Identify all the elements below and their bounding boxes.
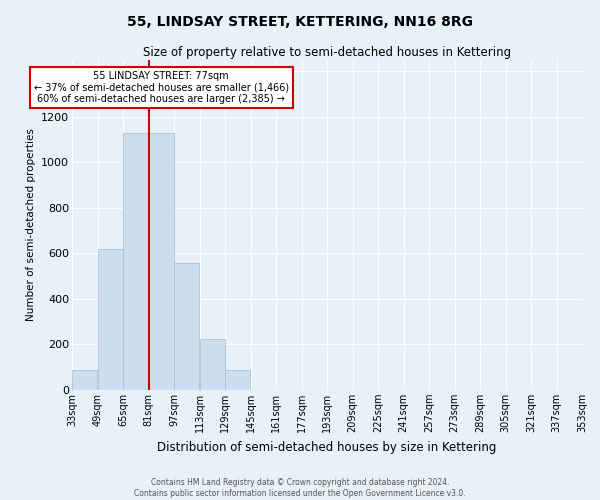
X-axis label: Distribution of semi-detached houses by size in Kettering: Distribution of semi-detached houses by …	[157, 440, 497, 454]
Bar	[124, 133, 148, 390]
Text: 55, LINDSAY STREET, KETTERING, NN16 8RG: 55, LINDSAY STREET, KETTERING, NN16 8RG	[127, 15, 473, 29]
Bar	[175, 262, 199, 390]
Bar	[98, 249, 122, 390]
Bar	[200, 339, 224, 390]
Bar	[73, 370, 97, 390]
Text: 55 LINDSAY STREET: 77sqm
← 37% of semi-detached houses are smaller (1,466)
60% o: 55 LINDSAY STREET: 77sqm ← 37% of semi-d…	[34, 70, 289, 104]
Text: Contains HM Land Registry data © Crown copyright and database right 2024.
Contai: Contains HM Land Registry data © Crown c…	[134, 478, 466, 498]
Title: Size of property relative to semi-detached houses in Kettering: Size of property relative to semi-detach…	[143, 46, 511, 59]
Bar	[149, 133, 173, 390]
Y-axis label: Number of semi-detached properties: Number of semi-detached properties	[26, 128, 35, 322]
Bar	[226, 370, 250, 390]
